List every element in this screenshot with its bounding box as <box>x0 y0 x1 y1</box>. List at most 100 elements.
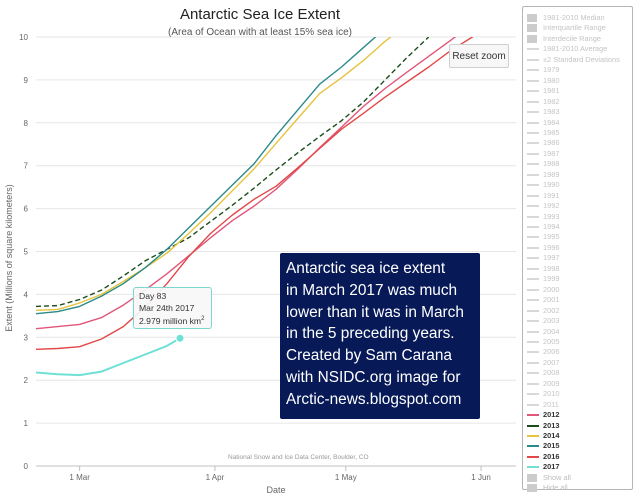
data-tooltip: Day 83 Mar 24th 2017 2.979 million km2 <box>133 287 212 329</box>
tooltip-value: 2.979 million km2 <box>139 314 206 327</box>
y-tick-label: 2 <box>24 376 29 385</box>
legend-line-icon <box>527 340 539 343</box>
legend-label: 2013 <box>543 420 560 430</box>
legend-item[interactable]: 2017 <box>527 462 559 472</box>
legend-item[interactable]: 1981-2010 Median <box>527 13 605 23</box>
annotation-line: Antarctic sea ice extent <box>286 260 446 277</box>
legend-item[interactable]: 2003 <box>527 316 559 326</box>
legend-item[interactable]: 2012 <box>527 410 559 420</box>
annotation-line: in the 5 preceding years. <box>286 325 455 343</box>
legend-label: 1980 <box>543 75 560 85</box>
legend-item[interactable]: 2008 <box>527 368 559 378</box>
tooltip-value-text: 2.979 million km <box>139 315 202 326</box>
legend-item[interactable]: 1991 <box>527 191 559 201</box>
legend-label: 1992 <box>543 201 560 211</box>
legend-item[interactable]: 2000 <box>527 285 559 295</box>
legend-item[interactable]: 1998 <box>527 264 559 274</box>
legend-line-icon <box>527 205 539 208</box>
credit-text: National Snow and Ice Data Center, Bould… <box>228 454 369 461</box>
legend-item[interactable]: 1995 <box>527 232 559 242</box>
legend-label: 2006 <box>543 347 560 357</box>
legend-line-icon <box>527 455 539 458</box>
legend-item[interactable]: 1980 <box>527 76 559 86</box>
legend-item[interactable]: 2016 <box>527 452 559 462</box>
chart-subtitle: (Area of Ocean with at least 15% sea ice… <box>168 27 352 38</box>
y-tick-label: 5 <box>24 248 29 257</box>
legend-item[interactable]: Interquartile Range <box>527 23 606 33</box>
legend-label: Hide all <box>543 483 568 493</box>
legend-item[interactable]: 2015 <box>527 441 559 451</box>
legend-label: Interdecile Range <box>543 33 601 43</box>
series-line-2014[interactable] <box>36 7 429 311</box>
legend-item[interactable]: Show all <box>527 473 571 483</box>
legend-label: Show all <box>543 472 571 482</box>
legend-item[interactable]: 2014 <box>527 431 559 441</box>
legend-label: 1993 <box>543 211 560 221</box>
legend-line-icon <box>527 194 539 197</box>
legend-item[interactable]: 1999 <box>527 274 559 284</box>
legend-item[interactable]: 1986 <box>527 138 559 148</box>
y-tick-label: 8 <box>24 119 29 128</box>
legend-item[interactable]: 2011 <box>527 400 559 410</box>
legend-line-icon <box>527 215 539 218</box>
legend-label: 1989 <box>543 169 560 179</box>
legend-item[interactable]: 1990 <box>527 180 559 190</box>
legend-item[interactable]: 2007 <box>527 358 559 368</box>
legend-line-icon <box>527 414 539 417</box>
y-tick-label: 10 <box>19 33 28 42</box>
legend-item[interactable]: 1982 <box>527 97 559 107</box>
legend-item[interactable]: 2009 <box>527 379 559 389</box>
legend-item[interactable]: 1981 <box>527 86 559 96</box>
legend-item[interactable]: ±2 Standard Deviations <box>527 55 620 65</box>
legend-item[interactable]: 2013 <box>527 421 559 431</box>
legend-item[interactable]: Interdecile Range <box>527 34 601 44</box>
legend-item[interactable]: 2010 <box>527 389 559 399</box>
legend-box-icon <box>527 34 537 43</box>
series-line-2012[interactable] <box>36 7 494 330</box>
legend-item[interactable]: 2002 <box>527 306 559 316</box>
legend-item[interactable]: 1993 <box>527 212 559 222</box>
legend-item[interactable]: Hide all <box>527 483 568 493</box>
legend-item[interactable]: 2001 <box>527 295 559 305</box>
legend-item[interactable]: 1985 <box>527 128 559 138</box>
legend-item[interactable]: 1997 <box>527 253 559 263</box>
legend-line-icon <box>527 79 539 82</box>
legend-item[interactable]: 1984 <box>527 118 559 128</box>
tooltip-date: Mar 24th 2017 <box>139 302 195 313</box>
series-line-2015[interactable] <box>36 11 407 315</box>
legend-item[interactable]: 2004 <box>527 327 559 337</box>
legend-item[interactable]: 1983 <box>527 107 559 117</box>
legend-item[interactable]: 1987 <box>527 149 559 159</box>
legend-line-icon <box>527 121 539 124</box>
legend-item[interactable]: 1994 <box>527 222 559 232</box>
axes: 0 1 2 3 4 5 6 7 8 9 10 1 Mar 1 Apr 1 May 1 Jun <box>19 33 516 482</box>
legend-item[interactable]: 1979 <box>527 65 559 75</box>
legend-item[interactable]: 1992 <box>527 201 559 211</box>
series-line-2017[interactable] <box>36 337 181 377</box>
legend-line-icon <box>527 393 539 396</box>
legend-item[interactable]: 2006 <box>527 347 559 357</box>
legend-item[interactable]: 1996 <box>527 243 559 253</box>
legend-box-icon <box>527 14 537 22</box>
series-line-2016[interactable] <box>36 20 494 350</box>
legend-item[interactable]: 1988 <box>527 159 559 169</box>
legend-line-icon <box>527 278 539 281</box>
y-tick-label: 1 <box>24 419 29 428</box>
annotation-line: in March 2017 was much <box>286 281 458 299</box>
legend-label: 2008 <box>543 368 560 378</box>
legend-label: 1983 <box>543 107 560 117</box>
highlight-points <box>175 333 185 343</box>
legend-label: 2005 <box>543 336 560 346</box>
legend-line-icon <box>527 403 539 406</box>
highlight-point[interactable] <box>175 333 185 343</box>
series-line-2013[interactable] <box>36 37 430 308</box>
legend-item[interactable]: 1989 <box>527 170 559 180</box>
legend-label: 1991 <box>543 190 560 200</box>
legend-line-icon <box>527 173 539 176</box>
legend-item[interactable]: 1981-2010 Average <box>527 44 607 54</box>
legend-item[interactable]: 2005 <box>527 337 559 347</box>
reset-zoom-button[interactable]: Reset zoom <box>449 44 509 68</box>
legend-label: 1994 <box>543 222 560 231</box>
legend-line-icon <box>527 163 539 166</box>
